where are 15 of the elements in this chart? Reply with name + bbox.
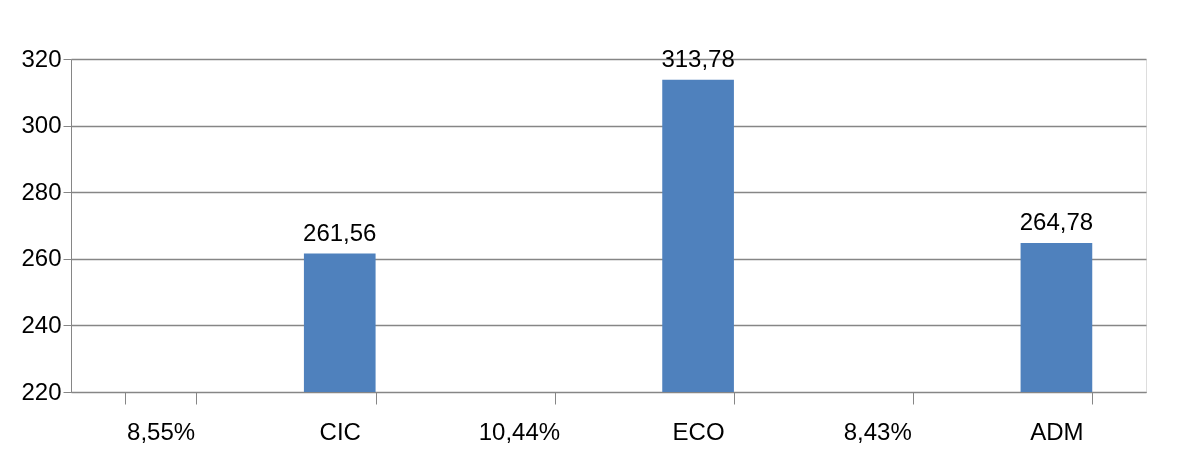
y-tick-label: 260 <box>21 244 62 272</box>
x-tick-label: 10,44% <box>478 417 561 445</box>
y-tick-label: 280 <box>21 177 62 205</box>
y-tick-label: 240 <box>21 310 62 338</box>
x-tick-label: ADM <box>1030 417 1084 445</box>
x-tick-label: 8,55% <box>127 417 196 445</box>
y-tick-label: 320 <box>21 44 62 72</box>
x-tick-label: ECO <box>672 417 725 445</box>
data-label: 261,56 <box>303 218 377 246</box>
data-label: 313,78 <box>661 44 735 72</box>
data-label: 264,78 <box>1019 207 1094 235</box>
x-tick-label: 8,43% <box>843 417 912 445</box>
x-tick-label: CIC <box>319 417 361 445</box>
y-tick-label: 220 <box>21 377 62 405</box>
y-tick-label: 300 <box>21 111 62 139</box>
